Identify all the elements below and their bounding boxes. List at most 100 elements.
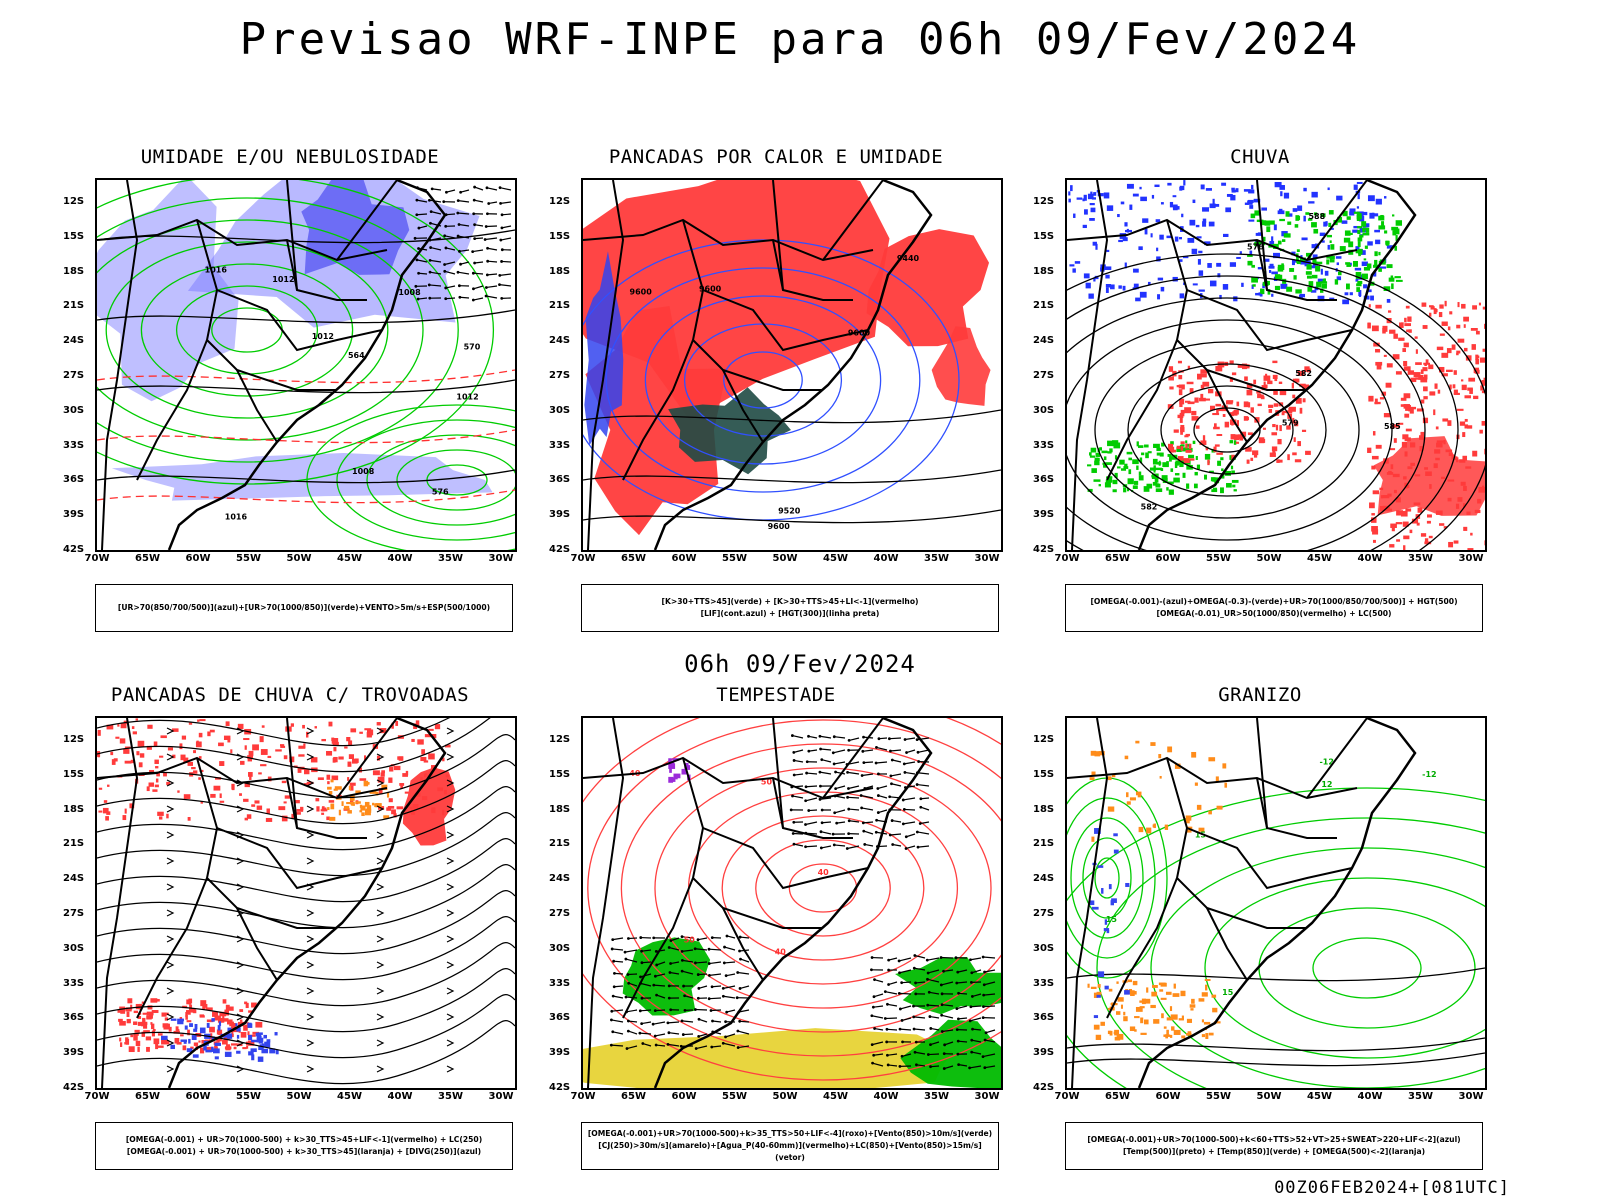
latitude-label: 15S: [63, 768, 85, 780]
longitude-label: 50W: [772, 553, 798, 564]
country-border: [286, 777, 367, 839]
longitude-label: 50W: [1256, 1091, 1282, 1102]
country-border: [702, 289, 869, 352]
humidity-blue-area: [111, 453, 493, 501]
legend-line: [OMEGA(-0.01)_UR>50(1000/850)(vermelho) …: [1156, 609, 1392, 618]
latitude-label: 27S: [63, 370, 85, 381]
country-border: [1071, 718, 1109, 1088]
red-dashed-thickness-lines: [97, 369, 515, 504]
green-wind-area: [622, 937, 711, 1016]
map-fields: 9600 9600 9600 9520 9440 9600: [583, 180, 1001, 536]
longitude-label: 60W: [185, 553, 211, 564]
country-border: [1306, 180, 1368, 261]
longitude-axis: 70W 65W 60W 55W 50W 45W 40W 35W 30W: [571, 553, 1003, 565]
longitude-label: 35W: [438, 1091, 463, 1102]
latitude-label: 21S: [549, 838, 571, 850]
country-border: [772, 718, 784, 829]
black-temp500-lines: [1067, 967, 1485, 1067]
country-border: [722, 369, 764, 443]
longitude-label: 70W: [1054, 553, 1080, 564]
contour-label: 1012: [272, 275, 294, 284]
longitude-label: 35W: [924, 1091, 949, 1102]
latitude-label: 39S: [549, 509, 571, 521]
wind-vectors-850: [609, 934, 750, 1050]
latitude-label: 39S: [63, 1047, 85, 1059]
longitude-label: 30W: [488, 553, 514, 564]
latitude-label: 33S: [549, 977, 571, 989]
latitude-label: 33S: [1033, 439, 1055, 451]
country-border: [822, 718, 884, 799]
country-border: [336, 180, 398, 261]
latitude-label: 24S: [549, 335, 571, 347]
red-storm-speckle: [97, 718, 451, 822]
country-border: [286, 239, 367, 301]
country-border: [1256, 180, 1268, 291]
coastline: [167, 180, 447, 550]
legend-line: [UR>70(850/700/500)](azul)+[UR>70(1000/8…: [117, 603, 491, 612]
latitude-label: 39S: [1033, 1047, 1055, 1059]
contour-label: 1012: [312, 332, 334, 341]
humidity-blue-area: [97, 180, 239, 402]
panel-title: PANCADAS DE CHUVA C/ TROVOADAS: [110, 684, 470, 706]
longitude-label: 55W: [236, 1091, 261, 1102]
map-base: [1067, 180, 1417, 550]
legend-line: [Temp(500)](preto) + [Temp(850)](verde) …: [1122, 1147, 1426, 1156]
legend-line: [OMEGA(-0.001) + UR>70(1000-500) + k>30_…: [125, 1135, 483, 1144]
longitude-label: 60W: [1155, 1091, 1181, 1102]
latitude-label: 36S: [63, 474, 85, 486]
country-border: [587, 718, 625, 1088]
country-border: [136, 339, 208, 481]
latitude-label: 15S: [1033, 230, 1055, 242]
longitude-label: 40W: [873, 1091, 899, 1102]
latitude-label: 24S: [1033, 873, 1055, 885]
longitude-label: 60W: [671, 553, 697, 564]
red-convective-area: [866, 229, 990, 347]
latitude-label: 36S: [549, 474, 571, 486]
green-temp850-contours: [1067, 787, 1485, 1088]
contour-label: 585: [1384, 422, 1401, 431]
map-svg: 1012 1008 1008 1012 1016 1016 1012 576 570 564: [97, 180, 515, 550]
latitude-label: 42S: [63, 544, 85, 555]
map-panel-trovoadas: PANCADAS DE CHUVA C/ TROVOADAS 12S 15S 18S 2…: [55, 684, 525, 1170]
contour-label: 564: [348, 351, 365, 360]
latitude-label: 42S: [549, 1082, 571, 1093]
longitude-label: 35W: [1408, 1091, 1433, 1102]
longitude-label: 60W: [671, 1091, 697, 1102]
map-fields: 15 15 15 12 -12 -12: [1067, 740, 1485, 1088]
latitude-label: 30S: [63, 942, 85, 954]
latitude-label: 39S: [63, 509, 85, 521]
longitude-label: 50W: [1256, 553, 1282, 564]
blue-hail-speckle: [1088, 828, 1130, 1019]
latitude-label: 27S: [63, 908, 85, 919]
contour-label: 582: [1141, 502, 1158, 511]
longitude-label: 45W: [1307, 1091, 1332, 1102]
map-area: 1012 1008 1008 1012 1016 1016 1012 576 570 564: [95, 178, 517, 552]
contour-label: 9600: [768, 522, 791, 531]
contour-label: 570: [464, 342, 481, 351]
map-area: 50 50 40 40 40: [581, 716, 1003, 1090]
legend-line: [CJ(250)>30m/s](amarelo)+[Agua_P(40-60mm…: [598, 1141, 982, 1162]
legend-box: [K>30+TTS>45](verde) + [K>30+TTS>45+LI<-…: [581, 584, 999, 632]
latitude-label: 33S: [549, 439, 571, 451]
map-svg: 582 585 582 579 576 588: [1067, 180, 1485, 550]
map-panel-umidade: UMIDADE E/OU NEBULOSIDADE 12S 15S 18S 21S 24S…: [55, 146, 525, 632]
country-border: [1206, 369, 1248, 443]
contour-label: 1016: [205, 265, 228, 274]
latitude-label: 12S: [1033, 196, 1055, 207]
country-border: [101, 718, 139, 1088]
longitude-label: 65W: [135, 1091, 160, 1102]
country-border: [336, 718, 398, 799]
latitude-label: 18S: [63, 803, 85, 815]
legend-line: [OMEGA(-0.001) + UR>70(1000-500) + k>30_…: [126, 1147, 482, 1156]
green-humidity-contours: [97, 180, 494, 485]
country-border: [772, 777, 853, 839]
contour-label: 576: [1247, 242, 1264, 251]
contour-label: 9600: [699, 284, 722, 293]
map-svg: 9600 9600 9600 9520 9440 9600: [583, 180, 1001, 550]
country-border: [1166, 757, 1307, 929]
red-water-contours: [583, 718, 1001, 1081]
country-border: [101, 180, 139, 550]
map-base: [97, 718, 447, 1088]
contour-label: 9520: [778, 507, 801, 516]
